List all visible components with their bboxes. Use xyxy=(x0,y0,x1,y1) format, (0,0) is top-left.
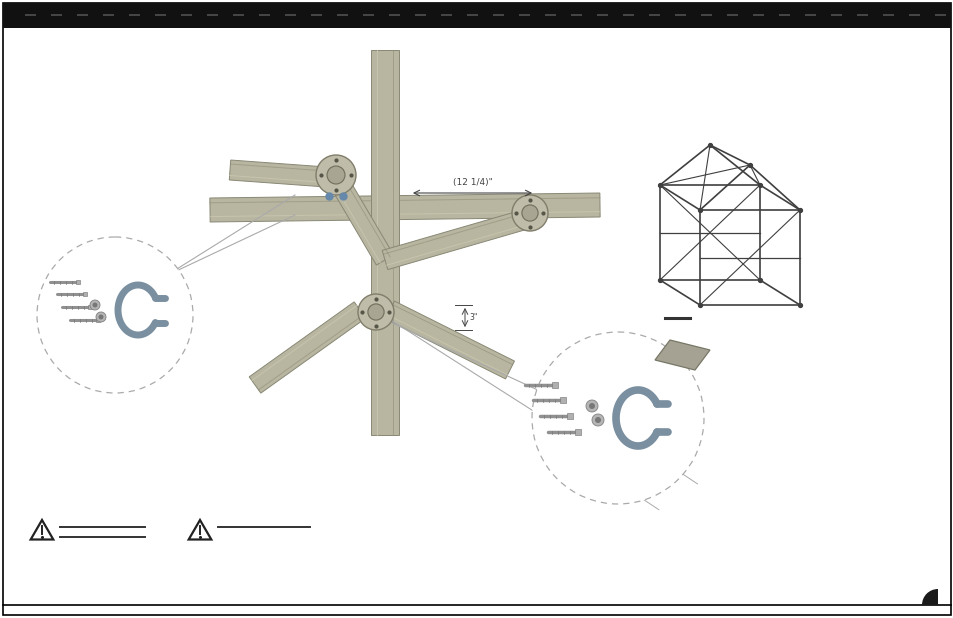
Bar xyxy=(3,3,950,28)
Polygon shape xyxy=(655,340,709,370)
Circle shape xyxy=(37,237,193,393)
Polygon shape xyxy=(382,208,532,269)
Circle shape xyxy=(368,304,384,320)
Text: 3": 3" xyxy=(469,313,476,321)
Polygon shape xyxy=(371,50,398,435)
Circle shape xyxy=(585,400,598,412)
Circle shape xyxy=(327,166,345,184)
Circle shape xyxy=(357,294,394,330)
Polygon shape xyxy=(326,170,394,265)
Circle shape xyxy=(592,414,603,426)
Circle shape xyxy=(90,300,100,310)
Circle shape xyxy=(521,205,537,221)
Wedge shape xyxy=(921,589,937,605)
Text: (12 1/4)": (12 1/4)" xyxy=(452,178,492,187)
Circle shape xyxy=(588,403,595,409)
Circle shape xyxy=(512,195,547,231)
Polygon shape xyxy=(385,301,514,379)
Circle shape xyxy=(98,315,103,320)
Polygon shape xyxy=(229,160,340,188)
Polygon shape xyxy=(249,302,365,393)
Circle shape xyxy=(315,155,355,195)
Polygon shape xyxy=(210,193,599,222)
Circle shape xyxy=(595,417,600,423)
Circle shape xyxy=(96,312,106,322)
Circle shape xyxy=(532,332,703,504)
Circle shape xyxy=(92,302,97,308)
